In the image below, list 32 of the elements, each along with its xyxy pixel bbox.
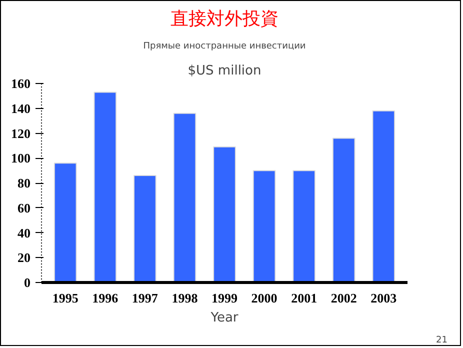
x-tick-label: 1998 <box>172 290 198 306</box>
x-tick-label: 1997 <box>132 290 158 306</box>
bar <box>133 175 156 282</box>
x-tick-label: 2000 <box>251 290 278 306</box>
bar <box>332 138 356 282</box>
x-tick-label: 1999 <box>212 290 238 306</box>
x-tick-label: 2003 <box>370 290 398 306</box>
bar <box>292 170 316 282</box>
y-tick-label: 100 <box>11 150 30 166</box>
x-axis-title: Year <box>210 310 239 326</box>
bar <box>54 162 77 282</box>
bar <box>372 110 396 282</box>
bar <box>213 146 236 282</box>
bar <box>94 92 117 282</box>
y-axis-title: $US million <box>188 64 262 78</box>
y-tick-label: 0 <box>24 275 30 290</box>
x-tick-label: 2001 <box>291 290 318 306</box>
y-tick-label: 60 <box>18 200 30 216</box>
chart-subtitle: Прямые иностранные инвестиции <box>143 42 306 52</box>
x-tick-label: 1995 <box>52 290 79 306</box>
bar <box>252 170 276 282</box>
y-tick-label: 40 <box>18 225 30 240</box>
y-tick-label: 160 <box>11 76 30 91</box>
bar <box>173 112 196 282</box>
text: 21 <box>436 336 448 346</box>
y-tick-label: 20 <box>18 250 30 266</box>
y-tick-label: 120 <box>11 126 30 141</box>
y-tick-label: 140 <box>11 100 30 116</box>
chart-title: 直接対外投資 <box>170 8 278 30</box>
x-tick-label: 2002 <box>330 290 357 306</box>
y-tick-label: 80 <box>18 176 30 190</box>
x-tick-label: 1996 <box>92 290 119 306</box>
